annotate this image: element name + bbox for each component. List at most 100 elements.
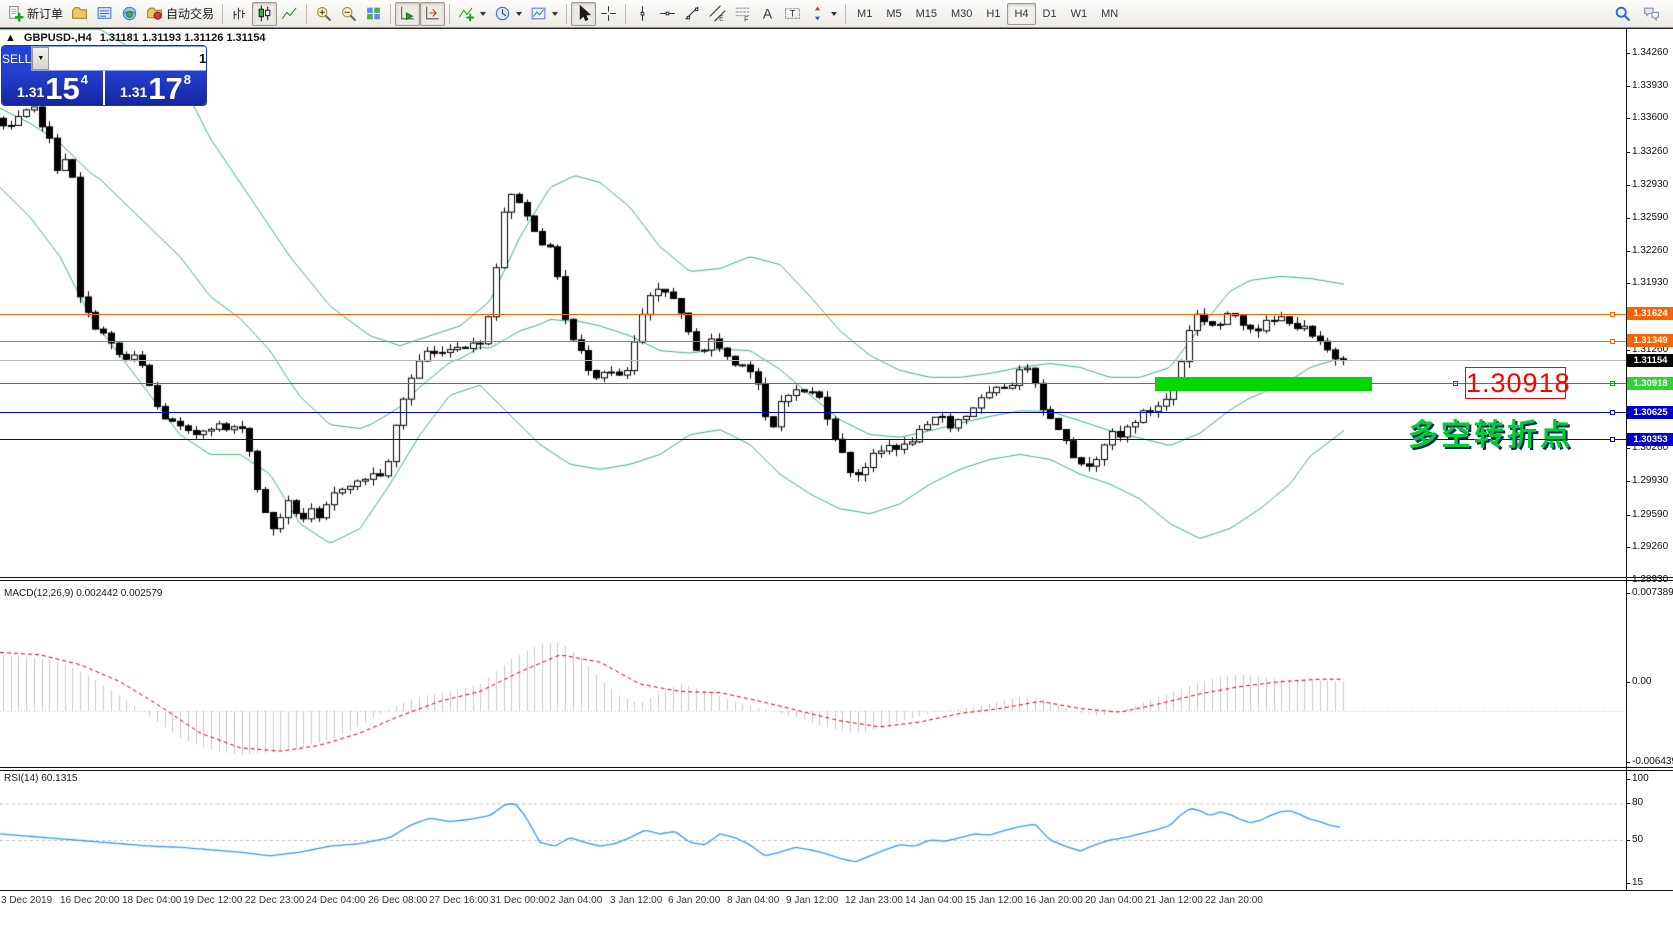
arrows-icon: [809, 5, 826, 22]
auto-trading-button[interactable]: 自动交易: [142, 2, 218, 26]
zoom-in-button[interactable]: [311, 2, 336, 26]
chart-profile-button[interactable]: [67, 2, 92, 26]
chart-shift-button[interactable]: [420, 1, 446, 26]
horizontal-line-button[interactable]: [655, 2, 680, 26]
timeframe-w1-button[interactable]: W1: [1070, 7, 1088, 20]
dropdown-caret-icon[interactable]: [552, 11, 559, 16]
horizontal-level-line[interactable]: [0, 340, 1626, 342]
navigator-button[interactable]: [117, 2, 142, 26]
macd-panel-separator[interactable]: [0, 577, 1673, 578]
channel-button[interactable]: E: [705, 2, 730, 26]
horizontal-level-line[interactable]: [0, 412, 1626, 414]
svg-text:E: E: [719, 15, 724, 22]
buy-price-sup: 8: [183, 72, 191, 87]
time-axis-separator[interactable]: [0, 890, 1673, 891]
dropdown-caret-icon[interactable]: [516, 11, 523, 16]
candle-chart-button[interactable]: [252, 1, 278, 26]
one-click-trading-panel: SELL ▼ ▲ BUY 1.31 15 4 1.31 17 8: [2, 46, 206, 105]
timeframe-m1-button[interactable]: M1: [857, 7, 873, 20]
rsi-axis-label: 15: [1632, 877, 1644, 888]
chat-button[interactable]: [1639, 2, 1664, 26]
line-chart-icon: [281, 5, 298, 22]
tile-windows-button[interactable]: [361, 2, 386, 26]
dropdown-caret-icon[interactable]: [480, 11, 487, 16]
time-axis-label: 6 Jan 20:00: [668, 895, 721, 906]
crosshair-button[interactable]: [596, 2, 621, 26]
time-axis-label: 22 Jan 20:00: [1205, 895, 1263, 906]
callout-line-left: [1372, 383, 1465, 384]
turning-point-text[interactable]: 多空转折点: [1408, 419, 1573, 452]
channel-icon: E: [709, 5, 726, 22]
periods-button[interactable]: [490, 2, 526, 26]
one-click-collapse-icon[interactable]: ▲: [5, 32, 16, 44]
horizontal-level-line[interactable]: [0, 383, 1626, 385]
timeframe-m5-button[interactable]: M5: [886, 7, 902, 20]
price-callout-text[interactable]: 1.30918: [1465, 367, 1571, 399]
arrows-button[interactable]: [805, 2, 841, 26]
fibonacci-button[interactable]: F: [730, 2, 755, 26]
search-button[interactable]: [1610, 2, 1635, 26]
time-axis-label: 27 Dec 16:00: [429, 895, 489, 906]
price-tick-label: 1.33930: [1632, 79, 1669, 91]
text-label-button[interactable]: T: [780, 2, 805, 26]
sell-button[interactable]: SELL: [2, 51, 32, 66]
fibonacci-icon: F: [734, 5, 751, 22]
new-order-button[interactable]: 新订单: [3, 2, 67, 26]
macd-canvas[interactable]: [0, 581, 1626, 766]
market-watch-button[interactable]: [92, 2, 117, 26]
timeframe-h1-button[interactable]: H1: [986, 7, 1001, 20]
level-anchor[interactable]: [1610, 311, 1615, 317]
auto-scroll-button[interactable]: [395, 1, 421, 26]
rsi-panel-separator[interactable]: [0, 767, 1673, 768]
level-anchor[interactable]: [1610, 410, 1615, 416]
vertical-line-button[interactable]: [630, 2, 655, 26]
templates-button[interactable]: [526, 2, 562, 26]
timeframe-m15-button[interactable]: M15: [915, 7, 937, 20]
svg-text:F: F: [744, 16, 748, 22]
indicators-button[interactable]: [454, 2, 490, 26]
svg-text:A: A: [763, 5, 773, 21]
bar-chart-button[interactable]: [227, 2, 252, 26]
rsi-label: RSI(14) 60.1315: [4, 773, 78, 784]
level-anchor[interactable]: [1610, 437, 1615, 443]
horizontal-level-line[interactable]: [0, 439, 1626, 441]
zoom-out-button[interactable]: [336, 2, 361, 26]
line-chart-button[interactable]: [277, 2, 302, 26]
cursor-icon: [575, 5, 592, 22]
navigator-icon: [121, 5, 138, 22]
volume-input[interactable]: [49, 47, 206, 70]
current-price-line[interactable]: [0, 360, 1626, 362]
level-anchor[interactable]: [1610, 338, 1615, 344]
price-tick-dash: [1626, 250, 1630, 252]
periods-icon: [494, 5, 511, 22]
text-button[interactable]: A: [755, 2, 780, 26]
horizontal-level-line[interactable]: [0, 313, 1626, 315]
rsi-tick-dash: [1626, 779, 1630, 780]
timeframe-d1-button[interactable]: D1: [1042, 7, 1057, 20]
macd-panel-separator-inner[interactable]: [0, 580, 1673, 581]
rsi-axis-label: 100: [1632, 773, 1649, 784]
timeframe-h4-button[interactable]: H4: [1007, 2, 1036, 25]
volume-decrease-button[interactable]: ▼: [32, 47, 50, 70]
main-chart-canvas[interactable]: [0, 29, 1626, 577]
dropdown-caret-icon[interactable]: [831, 11, 838, 16]
highlight-rectangle[interactable]: [1155, 377, 1372, 391]
rsi-panel-separator-inner[interactable]: [0, 770, 1673, 771]
toolbar-separator: [845, 3, 847, 24]
rsi-tick-dash: [1626, 883, 1630, 884]
rsi-canvas[interactable]: [0, 771, 1626, 889]
toolbar-separator: [306, 3, 308, 24]
indicators-icon: [458, 5, 475, 22]
price-tick-label: 1.33260: [1632, 145, 1669, 157]
svg-text:T: T: [790, 9, 796, 19]
timeframe-m30-button[interactable]: M30: [951, 7, 973, 20]
timeframe-mn-button[interactable]: MN: [1101, 7, 1119, 20]
trendline-button[interactable]: [680, 2, 705, 26]
cursor-button[interactable]: [571, 1, 597, 26]
price-tick-label: 1.30260: [1632, 442, 1669, 454]
horizontal-line-icon: [659, 5, 676, 22]
window-border: [0, 28, 1673, 29]
buy-price-box[interactable]: 1.31 17 8: [105, 71, 206, 105]
time-axis-label: 19 Dec 12:00: [183, 895, 243, 906]
sell-price-box[interactable]: 1.31 15 4: [2, 71, 103, 105]
